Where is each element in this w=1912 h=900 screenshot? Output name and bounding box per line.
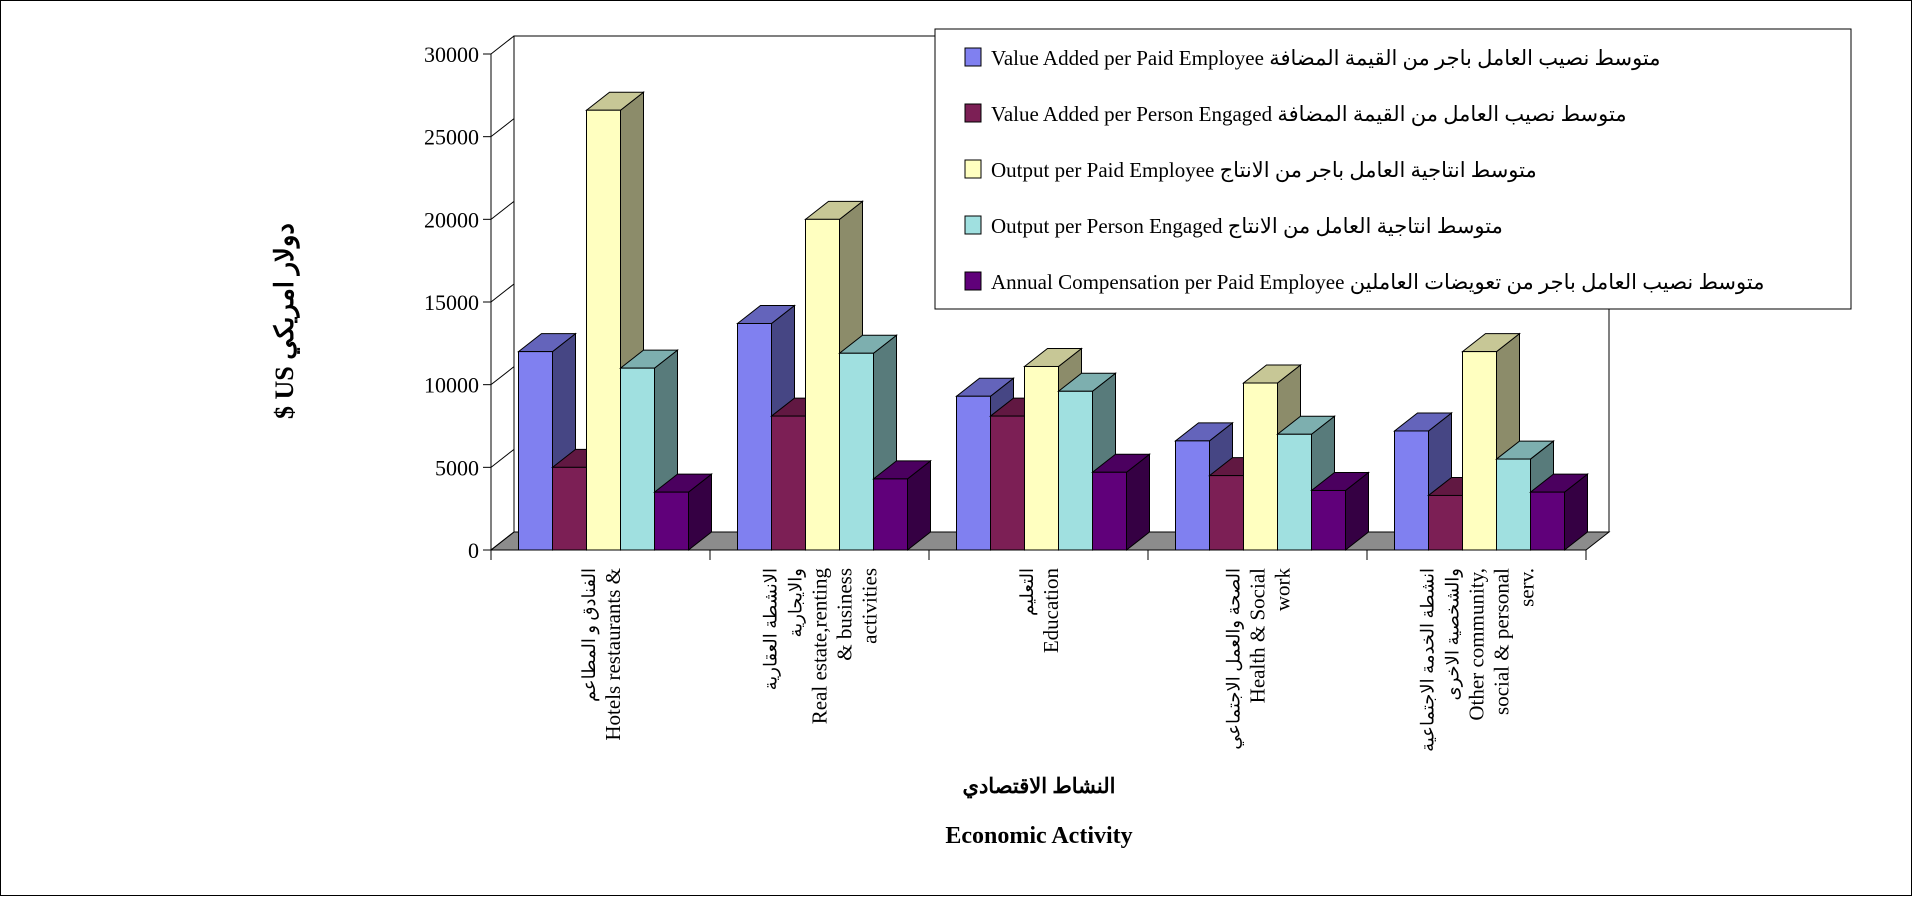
x-tick-label-line: & business xyxy=(833,568,857,661)
x-tick-label-line: activities xyxy=(858,568,882,644)
legend-label: Output per Paid Employee متوسط انتاجية ا… xyxy=(991,158,1537,183)
y-tick-diagonal xyxy=(490,35,515,55)
y-tick-diagonal xyxy=(490,200,515,220)
legend: Value Added per Paid Employee متوسط نصيب… xyxy=(934,28,1852,310)
bar-front xyxy=(990,415,1025,551)
x-tick-label-line: serv. xyxy=(1515,568,1539,607)
x-axis-label-arabic: النشاط الاقتصادي xyxy=(963,774,1116,799)
bar-front xyxy=(1462,351,1497,551)
y-tick-label: 25000 xyxy=(424,125,479,150)
y-tick-diagonal xyxy=(490,366,515,386)
legend-label: Annual Compensation per Paid Employee مت… xyxy=(991,270,1764,295)
bar-front xyxy=(586,109,621,551)
y-tick-label: 20000 xyxy=(424,207,479,232)
bar xyxy=(872,459,932,552)
legend-swatch xyxy=(964,215,982,235)
x-tick-label-line: والايجارية xyxy=(786,568,807,637)
x-tick-label-line: work xyxy=(1271,568,1295,612)
x-tick-label-line: والشخصية الاخرى xyxy=(1443,568,1464,700)
bar-front xyxy=(1092,471,1127,551)
bar xyxy=(1310,471,1370,552)
x-tick-label-line: Real estate,renting xyxy=(808,568,832,725)
x-tick-label-line: Other community, xyxy=(1465,568,1489,721)
x-tick-label: الفنادق و المطاعمHotels restaurants & xyxy=(579,568,625,741)
bar-front xyxy=(1530,491,1565,551)
bar-front xyxy=(839,352,874,551)
x-tick-label: انشطة الخدمة الاجتماعية والشخصية الاخرىOt… xyxy=(1418,568,1539,752)
bar-front xyxy=(1209,475,1244,551)
bar-front xyxy=(654,491,689,551)
bar-front xyxy=(1311,489,1346,551)
x-tick-label-line: الفنادق و المطاعم xyxy=(579,568,600,702)
x-tick-label-line: Health & Social xyxy=(1246,568,1270,703)
bar-front xyxy=(1024,365,1059,551)
legend-label: Output per Person Engaged متوسط انتاجية … xyxy=(991,214,1503,239)
bar xyxy=(1091,453,1151,552)
x-tick-label-line: الصحة والعمل الاجتماعي xyxy=(1224,568,1245,750)
legend-swatch xyxy=(964,103,982,123)
bar-front xyxy=(1277,433,1312,551)
y-tick-label: 10000 xyxy=(424,373,479,398)
bar-front xyxy=(620,367,655,551)
y-axis-label: دولار امريكي US $ xyxy=(270,223,300,419)
bar xyxy=(1529,473,1589,552)
bar-front xyxy=(737,322,772,551)
y-axis: 0 5000 10000 15000 20000 25000 30000 xyxy=(424,35,515,563)
bar-front xyxy=(805,218,840,551)
bar-front xyxy=(873,478,908,551)
y-tick-diagonal xyxy=(490,118,515,138)
legend-label: Value Added per Person Engaged متوسط نصي… xyxy=(991,102,1627,127)
bar-front xyxy=(1428,494,1463,551)
y-tick-diagonal xyxy=(490,448,515,468)
x-tick-label-line: التعليم xyxy=(1017,568,1038,616)
x-tick-label-line: social & personal xyxy=(1490,568,1514,715)
bar xyxy=(804,200,864,552)
legend-swatch xyxy=(964,159,982,179)
bar-front xyxy=(1496,458,1531,551)
x-tick-label: الصحة والعمل الاجتماعيHealth & Socialwor… xyxy=(1224,568,1295,750)
legend-box xyxy=(934,28,1852,310)
y-tick-label: 5000 xyxy=(435,455,479,480)
bar-front xyxy=(518,351,553,551)
bars-layer xyxy=(517,91,1589,552)
x-tick-label-line: Hotels restaurants & xyxy=(601,568,625,741)
y-tick-label: 30000 xyxy=(424,42,479,67)
bar xyxy=(653,473,713,552)
legend-label: Value Added per Paid Employee متوسط نصيب… xyxy=(991,46,1661,71)
y-tick-diagonal xyxy=(490,531,515,551)
x-tick-label: الانشطة العقارية والايجاريةReal estate,re… xyxy=(761,568,882,725)
bar-front xyxy=(956,395,991,551)
y-tick-diagonal xyxy=(490,283,515,303)
y-tick-label: 15000 xyxy=(424,290,479,315)
x-axis: الفنادق و المطاعمHotels restaurants & الا… xyxy=(490,549,1587,752)
bar-front xyxy=(1175,440,1210,551)
bar-front xyxy=(1058,390,1093,551)
x-tick-label-line: الانشطة العقارية xyxy=(761,568,782,690)
bar-front xyxy=(1394,430,1429,551)
legend-swatch xyxy=(964,271,982,291)
x-axis-label: Economic Activity xyxy=(945,823,1132,849)
legend-swatch xyxy=(964,47,982,67)
x-tick-label: التعليمEducation xyxy=(1017,568,1063,654)
x-tick-label-line: انشطة الخدمة الاجتماعية xyxy=(1418,568,1438,752)
x-tick-label-line: Education xyxy=(1039,568,1063,654)
bar-front xyxy=(1243,382,1278,551)
bar-front xyxy=(552,466,587,551)
bar-front xyxy=(771,415,806,551)
y-tick-label: 0 xyxy=(468,538,479,563)
